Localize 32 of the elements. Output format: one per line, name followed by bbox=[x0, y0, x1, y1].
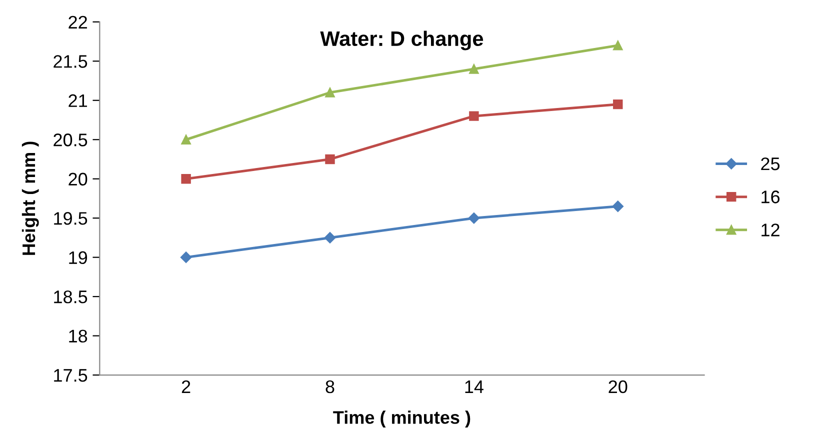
point bbox=[180, 252, 192, 263]
y-tick-label: 20 bbox=[68, 172, 88, 186]
x-tick-label: 8 bbox=[326, 380, 334, 394]
y-tick-label: 22 bbox=[68, 16, 87, 28]
y-tick-label: 19 bbox=[69, 251, 88, 264]
point bbox=[325, 154, 335, 164]
y-tick-label: 17.5 bbox=[54, 369, 88, 382]
point bbox=[469, 111, 479, 121]
y-axis-title: Height ( mm ) bbox=[22, 142, 39, 255]
point bbox=[468, 212, 480, 224]
point bbox=[613, 40, 623, 50]
point bbox=[181, 134, 191, 144]
point bbox=[612, 200, 624, 212]
x-tick-label: 20 bbox=[608, 380, 628, 394]
x-tick-label: 2 bbox=[182, 380, 190, 393]
legend-label: 12 bbox=[762, 224, 780, 236]
y-tick-label: 18.5 bbox=[54, 290, 88, 304]
x-tick-label: 14 bbox=[465, 380, 484, 393]
y-tick-label: 19.5 bbox=[54, 212, 88, 225]
y-tick-label: 18 bbox=[69, 330, 88, 343]
chart-title: Water: D change bbox=[320, 30, 484, 50]
legend-label: 25 bbox=[761, 157, 780, 170]
y-tick-label: 20.5 bbox=[54, 134, 88, 146]
point bbox=[325, 88, 335, 98]
legend-label: 16 bbox=[762, 190, 780, 204]
y-tick-label: 21.5 bbox=[54, 55, 88, 68]
point bbox=[324, 232, 336, 244]
y-tick-label: 21 bbox=[68, 94, 87, 107]
point bbox=[181, 174, 191, 184]
point bbox=[613, 99, 623, 110]
x-axis-title: Time ( minutes ) bbox=[333, 410, 470, 428]
point bbox=[469, 64, 479, 74]
